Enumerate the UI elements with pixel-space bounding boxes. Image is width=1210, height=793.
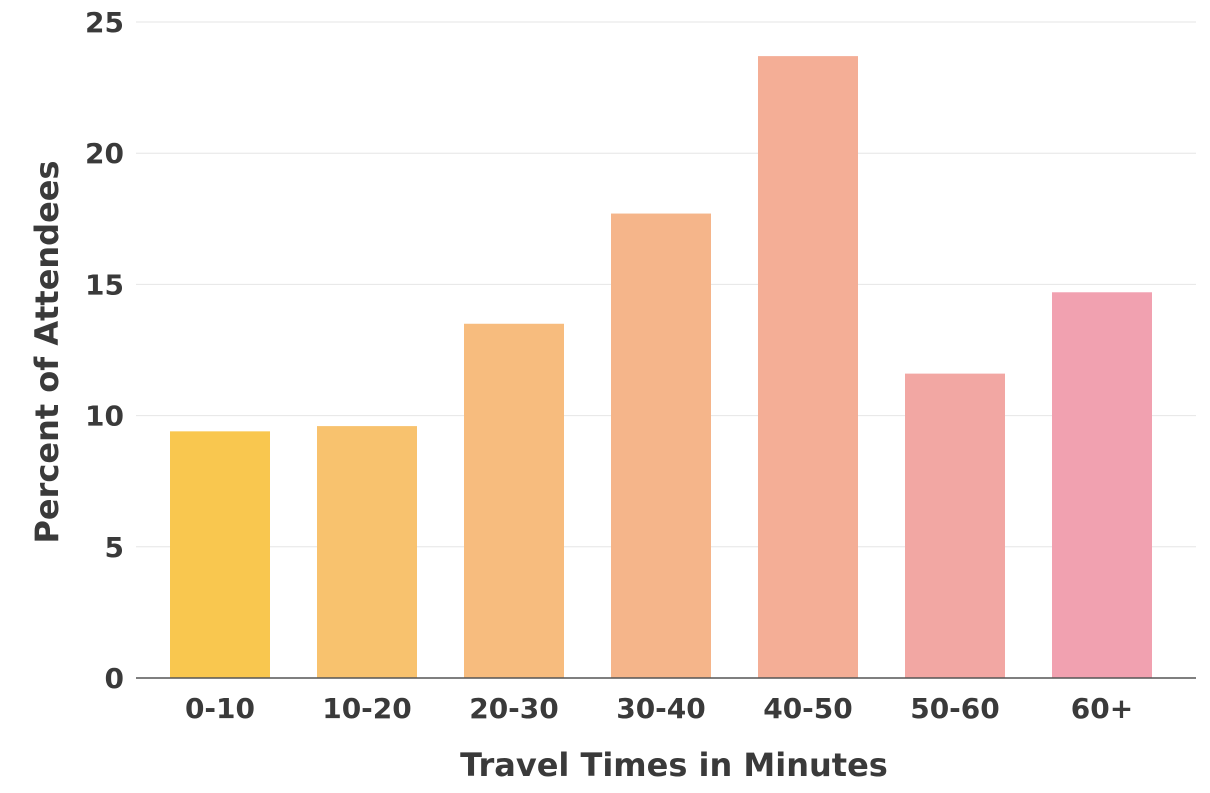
y-axis-title: Percent of Attendees (28, 160, 66, 543)
bar-50-60 (905, 373, 1005, 678)
x-tick-label: 0-10 (185, 692, 255, 725)
y-axis-tick-labels: 0 5 10 15 20 25 (85, 6, 124, 695)
bars (170, 56, 1152, 678)
x-tick-label: 20-30 (469, 692, 559, 725)
x-tick-label: 30-40 (616, 692, 706, 725)
x-tick-label: 60+ (1071, 692, 1133, 725)
x-tick-label: 10-20 (322, 692, 412, 725)
x-axis-tick-labels: 0-10 10-20 20-30 30-40 40-50 50-60 60+ (185, 692, 1133, 725)
bar-40-50 (758, 56, 858, 678)
bar-30-40 (611, 213, 711, 678)
x-tick-label: 40-50 (763, 692, 853, 725)
bar-60+ (1052, 292, 1152, 678)
bar-10-20 (317, 426, 417, 678)
x-tick-label: 50-60 (910, 692, 1000, 725)
y-tick-label: 10 (85, 400, 124, 433)
y-tick-label: 5 (105, 531, 124, 564)
y-tick-label: 20 (85, 137, 124, 170)
y-tick-label: 25 (85, 6, 124, 39)
y-tick-label: 15 (85, 268, 124, 301)
bar-0-10 (170, 431, 270, 678)
y-tick-label: 0 (105, 662, 124, 695)
x-axis-title: Travel Times in Minutes (460, 746, 888, 784)
bar-20-30 (464, 323, 564, 678)
